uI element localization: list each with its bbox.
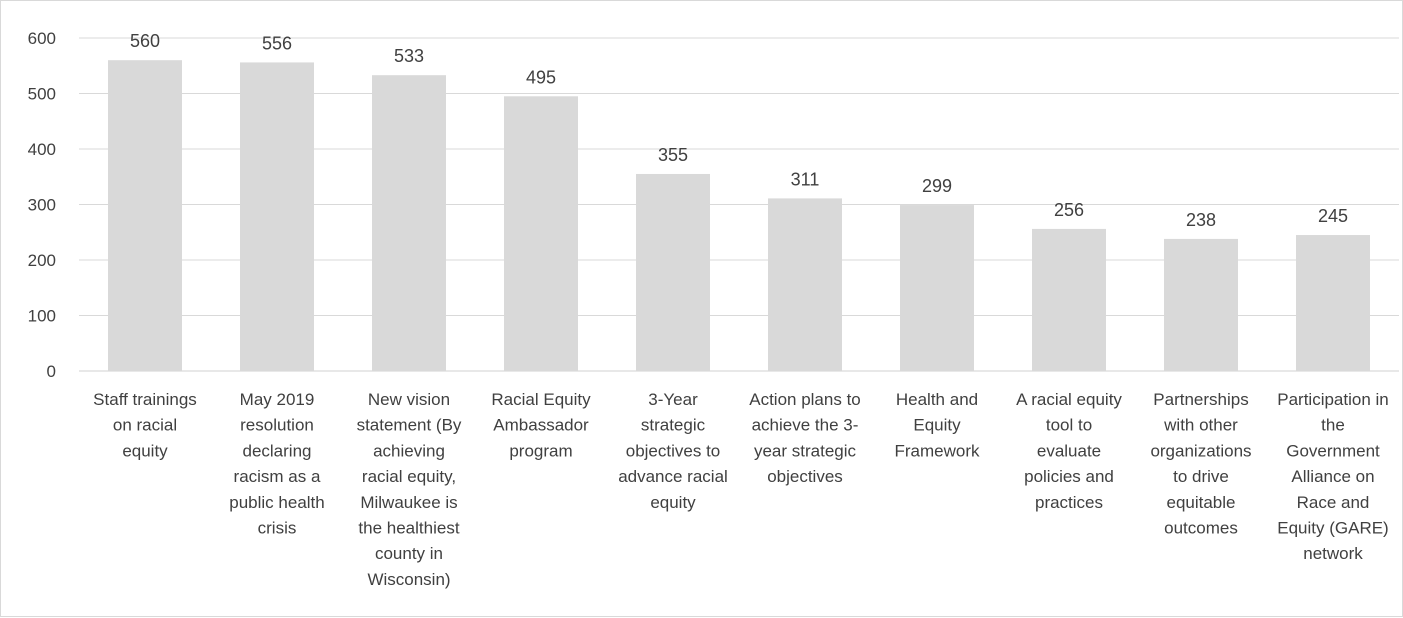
category-label-line: Action plans to bbox=[749, 390, 861, 409]
y-tick-label: 500 bbox=[28, 85, 56, 104]
category-label-line: racial equity, bbox=[362, 467, 456, 486]
category-label-line: to drive bbox=[1173, 467, 1229, 486]
category-label: Participation in the Government Alliance on… bbox=[1277, 390, 1389, 563]
category-label-line: county in bbox=[375, 544, 443, 563]
category-label-line: network bbox=[1303, 544, 1363, 563]
data-label: 560 bbox=[130, 31, 160, 51]
category-label-line: program bbox=[509, 441, 572, 460]
category-label-line: Partnerships bbox=[1153, 390, 1248, 409]
category-label-line: Government bbox=[1286, 441, 1380, 460]
bar bbox=[504, 96, 578, 372]
category-label-line: objectives bbox=[767, 467, 843, 486]
bar bbox=[372, 75, 446, 371]
category-label-line: A racial equity bbox=[1016, 390, 1122, 409]
category-label-line: Ambassador bbox=[493, 416, 589, 435]
category-label-line: Alliance on bbox=[1291, 467, 1374, 486]
category-label-line: resolution bbox=[240, 416, 314, 435]
category-label-line: statement (By bbox=[357, 416, 462, 435]
category-label: Action plans to achieve the 3- year strate… bbox=[749, 390, 861, 486]
category-label-line: outcomes bbox=[1164, 519, 1238, 538]
category-label-line: Equity bbox=[913, 416, 961, 435]
category-label-line: equity bbox=[650, 493, 696, 512]
y-tick-label: 600 bbox=[28, 29, 56, 48]
category-label: Staff trainings on racial equity bbox=[93, 390, 197, 460]
y-tick-label: 300 bbox=[28, 196, 56, 215]
category-label-line: 3-Year bbox=[648, 390, 698, 409]
category-label-line: the bbox=[1321, 416, 1345, 435]
bar bbox=[1032, 228, 1106, 371]
category-label-line: racism as a bbox=[234, 467, 321, 486]
bar bbox=[240, 62, 314, 372]
category-label-line: Staff trainings bbox=[93, 390, 197, 409]
category-label-line: declaring bbox=[243, 441, 312, 460]
bar bbox=[900, 205, 974, 371]
y-tick-label: 400 bbox=[28, 140, 56, 159]
category-label-line: tool to bbox=[1046, 416, 1092, 435]
category-label-line: achieve the 3- bbox=[752, 416, 859, 435]
data-label: 355 bbox=[658, 145, 688, 165]
category-label-line: crisis bbox=[258, 519, 297, 538]
y-tick-label: 200 bbox=[28, 251, 56, 270]
category-label-line: Participation in bbox=[1277, 390, 1389, 409]
bar bbox=[1296, 235, 1370, 371]
category-label-line: year strategic bbox=[754, 441, 857, 460]
category-label-line: equitable bbox=[1166, 493, 1235, 512]
y-tick-label: 0 bbox=[47, 362, 56, 381]
category-label-line: Racial Equity bbox=[491, 390, 591, 409]
y-tick-label: 100 bbox=[28, 307, 56, 326]
category-label-line: public health bbox=[229, 493, 324, 512]
category-label-line: May 2019 bbox=[240, 390, 315, 409]
data-labels: 560 556 533 495 355 311 299 256 238 245 bbox=[130, 31, 1348, 230]
data-label: 533 bbox=[394, 46, 424, 66]
category-label-line: New vision bbox=[368, 390, 450, 409]
data-label: 495 bbox=[526, 67, 556, 87]
category-label-line: Framework bbox=[894, 441, 980, 460]
data-label: 256 bbox=[1054, 200, 1084, 220]
category-label: 3-Year strategic objectives to advance raci… bbox=[618, 390, 728, 512]
category-label-line: the healthiest bbox=[358, 519, 459, 538]
category-label-line: Race and bbox=[1297, 493, 1370, 512]
category-label-line: Health and bbox=[896, 390, 978, 409]
category-label: Health and Equity Framework bbox=[894, 390, 980, 460]
category-label-line: achieving bbox=[373, 441, 445, 460]
category-label: A racial equity tool to evaluate policies a… bbox=[1016, 390, 1122, 512]
data-label: 299 bbox=[922, 176, 952, 196]
category-label: May 2019 resolution declaring racism as a pu… bbox=[229, 390, 324, 538]
bar bbox=[768, 198, 842, 371]
category-label-line: practices bbox=[1035, 493, 1103, 512]
data-label: 311 bbox=[791, 169, 820, 189]
category-label: Racial Equity Ambassador program bbox=[491, 390, 591, 460]
category-label-line: advance racial bbox=[618, 467, 728, 486]
category-label: New vision statement (By achieving racial e… bbox=[357, 390, 462, 589]
category-label-line: Milwaukee is bbox=[360, 493, 457, 512]
bar bbox=[636, 173, 710, 371]
category-label: Partnerships with other organizations to dr… bbox=[1150, 390, 1251, 538]
y-axis-ticks: 0 100 200 300 400 500 600 bbox=[28, 29, 56, 381]
x-axis-categories: Staff trainings on racial equity May 2019 re… bbox=[93, 390, 1389, 589]
data-label: 245 bbox=[1318, 206, 1348, 226]
data-label: 556 bbox=[262, 33, 292, 53]
category-label-line: Wisconsin) bbox=[367, 570, 450, 589]
category-label-line: organizations bbox=[1150, 441, 1251, 460]
bar bbox=[108, 60, 182, 371]
category-label-line: Equity (GARE) bbox=[1277, 519, 1388, 538]
category-label-line: policies and bbox=[1024, 467, 1114, 486]
category-label-line: objectives to bbox=[626, 441, 721, 460]
category-label-line: strategic bbox=[641, 416, 706, 435]
bars bbox=[108, 60, 1370, 372]
bar bbox=[1164, 238, 1238, 371]
category-label-line: equity bbox=[122, 441, 168, 460]
category-label-line: with other bbox=[1163, 416, 1238, 435]
category-label-line: evaluate bbox=[1037, 441, 1101, 460]
category-label-line: on racial bbox=[113, 416, 177, 435]
data-label: 238 bbox=[1186, 210, 1216, 230]
